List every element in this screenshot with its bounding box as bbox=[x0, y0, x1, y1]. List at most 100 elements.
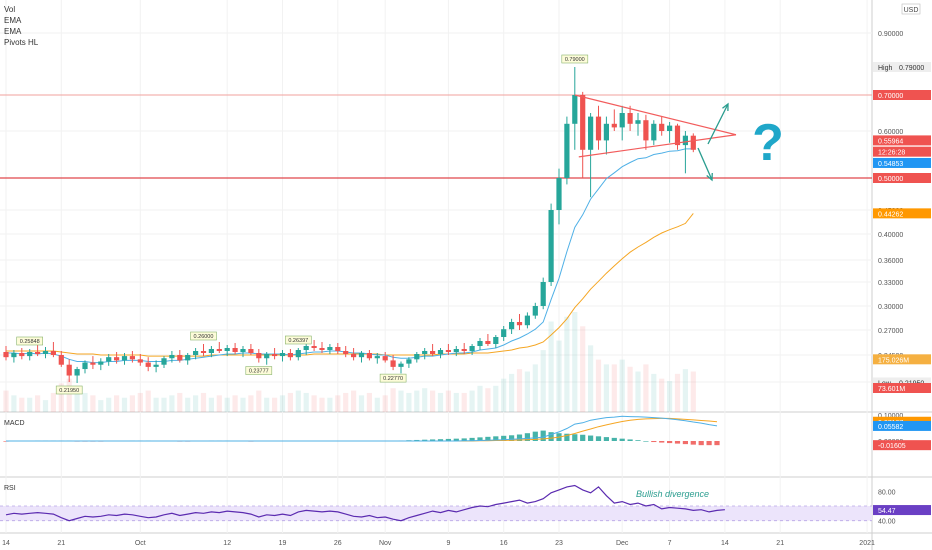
candle-body bbox=[603, 123, 609, 141]
candle-body bbox=[398, 363, 404, 367]
macd-value-box bbox=[873, 440, 931, 451]
candle-body bbox=[248, 349, 254, 353]
candle-body bbox=[27, 352, 33, 357]
candle-body bbox=[256, 353, 262, 359]
rsi-title: RSI bbox=[4, 485, 16, 492]
volume-bar bbox=[200, 392, 207, 412]
candle-body bbox=[430, 351, 436, 354]
macd-histogram-bar bbox=[532, 431, 538, 441]
time-tick-label: 12 bbox=[223, 540, 231, 547]
macd-histogram-bar bbox=[674, 441, 681, 444]
price-tag-value: 0.54853 bbox=[878, 161, 903, 168]
candle-body bbox=[690, 135, 696, 150]
legend-pivots: Pivots HL bbox=[4, 38, 39, 47]
macd-histogram-bar bbox=[659, 441, 665, 443]
volume-bar bbox=[303, 392, 309, 412]
volume-bar bbox=[35, 395, 41, 412]
candle-body bbox=[611, 123, 617, 128]
candle-body bbox=[153, 364, 159, 367]
ema-fast-line bbox=[6, 148, 694, 364]
candle-body bbox=[169, 355, 175, 359]
candle-body bbox=[414, 354, 420, 360]
breakdown-arrow bbox=[697, 147, 713, 181]
candle-body bbox=[674, 125, 681, 146]
pivot-label-box bbox=[55, 385, 83, 395]
candle-body bbox=[493, 337, 499, 344]
volume-bar bbox=[674, 373, 681, 412]
macd-histogram-bar bbox=[516, 434, 523, 441]
volume-bar bbox=[564, 316, 570, 412]
volume-bar bbox=[177, 392, 183, 412]
breakout-up-arrow-head bbox=[722, 102, 729, 112]
indicator-legend: Vol EMA EMA Pivots HL bbox=[4, 4, 38, 48]
volume-bar bbox=[19, 397, 25, 412]
volume-bar bbox=[540, 350, 546, 412]
pivot-label-box bbox=[190, 331, 217, 341]
time-tick-label: 7 bbox=[668, 540, 672, 547]
volume-bar bbox=[82, 392, 88, 412]
candle-body bbox=[595, 116, 602, 141]
pivot-label: 0.26397 bbox=[288, 338, 308, 344]
candle-body bbox=[588, 116, 594, 150]
currency-badge bbox=[901, 3, 921, 15]
price-axis: USD0.900000.700000.600000.500000.450000.… bbox=[873, 3, 931, 393]
volume-bar bbox=[406, 392, 412, 412]
volume-bar bbox=[414, 390, 420, 412]
price-tick-label: 0.33000 bbox=[878, 280, 903, 287]
volume-bar bbox=[248, 395, 254, 412]
macd-histogram-bar bbox=[611, 437, 617, 441]
price-tick-label: 0.27000 bbox=[878, 328, 903, 335]
pivot-label: 0.23777 bbox=[249, 369, 269, 375]
horizontal-levels bbox=[0, 94, 872, 179]
volume-bar bbox=[430, 390, 436, 412]
price-tag-box bbox=[873, 146, 931, 157]
candle-body bbox=[177, 355, 183, 361]
candle-body bbox=[106, 357, 112, 362]
candle-body bbox=[619, 113, 625, 128]
candle-body bbox=[50, 351, 56, 355]
candle-body bbox=[382, 356, 388, 361]
volume-bar bbox=[27, 397, 33, 412]
macd-histogram-bar bbox=[524, 433, 530, 441]
volume-bar bbox=[366, 392, 372, 412]
volume-bar bbox=[3, 390, 9, 412]
macd-value-box bbox=[873, 420, 931, 431]
macd-histogram-bar bbox=[493, 436, 499, 441]
volume-bar bbox=[422, 388, 428, 412]
candle-body bbox=[161, 358, 167, 365]
candle-body bbox=[319, 348, 325, 350]
gridlines bbox=[0, 0, 872, 533]
price-tag-value: 0.50000 bbox=[878, 176, 903, 183]
macd-histogram-bar bbox=[414, 439, 420, 441]
volume-bar bbox=[185, 397, 191, 412]
volume-bar bbox=[659, 378, 665, 412]
macd-histogram-bar bbox=[627, 439, 633, 441]
volume-bar bbox=[327, 397, 333, 412]
macd-histogram-bar bbox=[445, 438, 451, 441]
pivot-label-box bbox=[284, 335, 312, 345]
macd-histogram-bar bbox=[453, 438, 459, 441]
macd-histogram-bar bbox=[682, 441, 688, 445]
currency-label: USD bbox=[904, 7, 919, 14]
candle-body bbox=[42, 351, 49, 354]
volume-bar bbox=[216, 395, 222, 412]
price-tag-box bbox=[873, 173, 931, 183]
macd-histogram-bar bbox=[706, 441, 712, 446]
volume-bar bbox=[461, 392, 467, 412]
candle-body bbox=[66, 364, 72, 376]
candle-body bbox=[524, 315, 530, 326]
volume-bar bbox=[311, 395, 317, 412]
price-tag-value: 0.70000 bbox=[878, 93, 903, 100]
volume-bar bbox=[42, 400, 49, 412]
volume-bar bbox=[580, 326, 586, 412]
volume-bar bbox=[256, 390, 262, 412]
candle-body bbox=[98, 361, 104, 365]
volume-bar bbox=[445, 390, 451, 412]
candle-body bbox=[90, 362, 96, 365]
volume-bar bbox=[240, 397, 246, 412]
candle-body bbox=[516, 322, 523, 326]
macd-value-label: -0.01605 bbox=[878, 443, 906, 450]
pivot-label: 0.26000 bbox=[194, 334, 214, 340]
price-tag-box bbox=[873, 62, 931, 72]
